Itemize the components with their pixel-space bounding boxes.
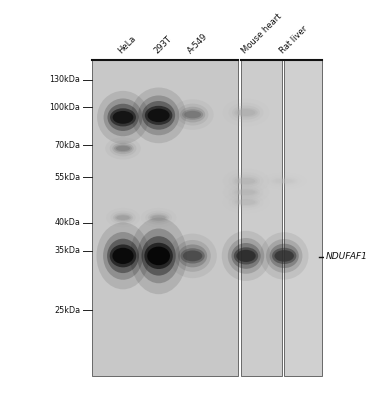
Text: 55kDa: 55kDa (54, 172, 80, 182)
Ellipse shape (235, 177, 258, 185)
Ellipse shape (229, 194, 264, 210)
Ellipse shape (114, 144, 132, 152)
Ellipse shape (110, 211, 136, 225)
Ellipse shape (142, 101, 175, 130)
Text: HeLa: HeLa (117, 34, 138, 56)
Ellipse shape (228, 238, 264, 274)
Text: 70kDa: 70kDa (54, 141, 80, 150)
Text: A-549: A-549 (186, 32, 210, 56)
Ellipse shape (113, 111, 133, 124)
Ellipse shape (232, 186, 260, 198)
Ellipse shape (182, 109, 203, 120)
Ellipse shape (235, 188, 258, 196)
Ellipse shape (267, 175, 301, 187)
Text: 40kDa: 40kDa (54, 218, 80, 227)
Ellipse shape (270, 244, 299, 268)
Ellipse shape (144, 243, 173, 269)
Ellipse shape (110, 244, 136, 267)
Ellipse shape (232, 196, 260, 208)
Ellipse shape (229, 184, 264, 200)
Ellipse shape (180, 107, 205, 122)
Ellipse shape (138, 96, 179, 135)
Ellipse shape (232, 106, 260, 120)
Ellipse shape (148, 108, 170, 122)
Ellipse shape (112, 143, 134, 154)
Ellipse shape (237, 109, 255, 116)
Text: 100kDa: 100kDa (50, 103, 80, 112)
Ellipse shape (150, 214, 167, 221)
Ellipse shape (145, 211, 172, 225)
Text: 35kDa: 35kDa (54, 246, 80, 255)
Ellipse shape (152, 215, 166, 220)
Ellipse shape (174, 240, 211, 272)
FancyBboxPatch shape (284, 60, 322, 376)
Text: 130kDa: 130kDa (50, 75, 80, 84)
Ellipse shape (97, 222, 149, 289)
Ellipse shape (171, 99, 214, 130)
Ellipse shape (272, 248, 296, 264)
Ellipse shape (110, 108, 136, 126)
Text: NDUFAF1: NDUFAF1 (325, 252, 367, 261)
Ellipse shape (232, 174, 260, 188)
Ellipse shape (266, 239, 302, 273)
FancyBboxPatch shape (241, 60, 281, 376)
Text: Mouse heart: Mouse heart (240, 12, 283, 56)
Ellipse shape (234, 247, 258, 264)
FancyBboxPatch shape (92, 60, 238, 376)
Ellipse shape (237, 178, 255, 184)
Ellipse shape (97, 91, 149, 144)
Ellipse shape (273, 178, 295, 184)
Ellipse shape (110, 140, 137, 156)
Ellipse shape (168, 234, 217, 278)
Ellipse shape (147, 246, 170, 265)
Ellipse shape (112, 248, 134, 264)
Ellipse shape (236, 250, 256, 262)
Ellipse shape (115, 214, 131, 221)
Ellipse shape (232, 243, 261, 269)
Ellipse shape (178, 244, 207, 267)
Ellipse shape (275, 250, 294, 262)
Ellipse shape (222, 231, 270, 281)
Ellipse shape (183, 250, 202, 261)
Ellipse shape (235, 198, 258, 206)
Ellipse shape (130, 218, 187, 294)
Text: Rat liver: Rat liver (278, 24, 309, 56)
Ellipse shape (223, 99, 269, 126)
Ellipse shape (235, 108, 258, 117)
Ellipse shape (113, 213, 133, 223)
Ellipse shape (142, 236, 176, 276)
Ellipse shape (107, 239, 139, 273)
Ellipse shape (237, 190, 255, 195)
Ellipse shape (181, 248, 205, 264)
Ellipse shape (260, 232, 309, 280)
Ellipse shape (103, 98, 142, 136)
Ellipse shape (148, 213, 169, 223)
Ellipse shape (275, 179, 293, 183)
Ellipse shape (177, 104, 208, 126)
Ellipse shape (103, 232, 143, 280)
Text: 25kDa: 25kDa (54, 306, 80, 315)
Ellipse shape (137, 228, 180, 283)
Ellipse shape (270, 177, 298, 185)
Ellipse shape (105, 137, 141, 160)
Text: 293T: 293T (152, 34, 173, 56)
Ellipse shape (237, 200, 255, 205)
Ellipse shape (116, 215, 130, 220)
Ellipse shape (131, 88, 186, 143)
Ellipse shape (184, 111, 201, 118)
Ellipse shape (229, 103, 264, 122)
Ellipse shape (106, 208, 140, 228)
Ellipse shape (229, 172, 264, 190)
Ellipse shape (108, 104, 139, 131)
Ellipse shape (145, 106, 172, 125)
Ellipse shape (116, 146, 130, 151)
